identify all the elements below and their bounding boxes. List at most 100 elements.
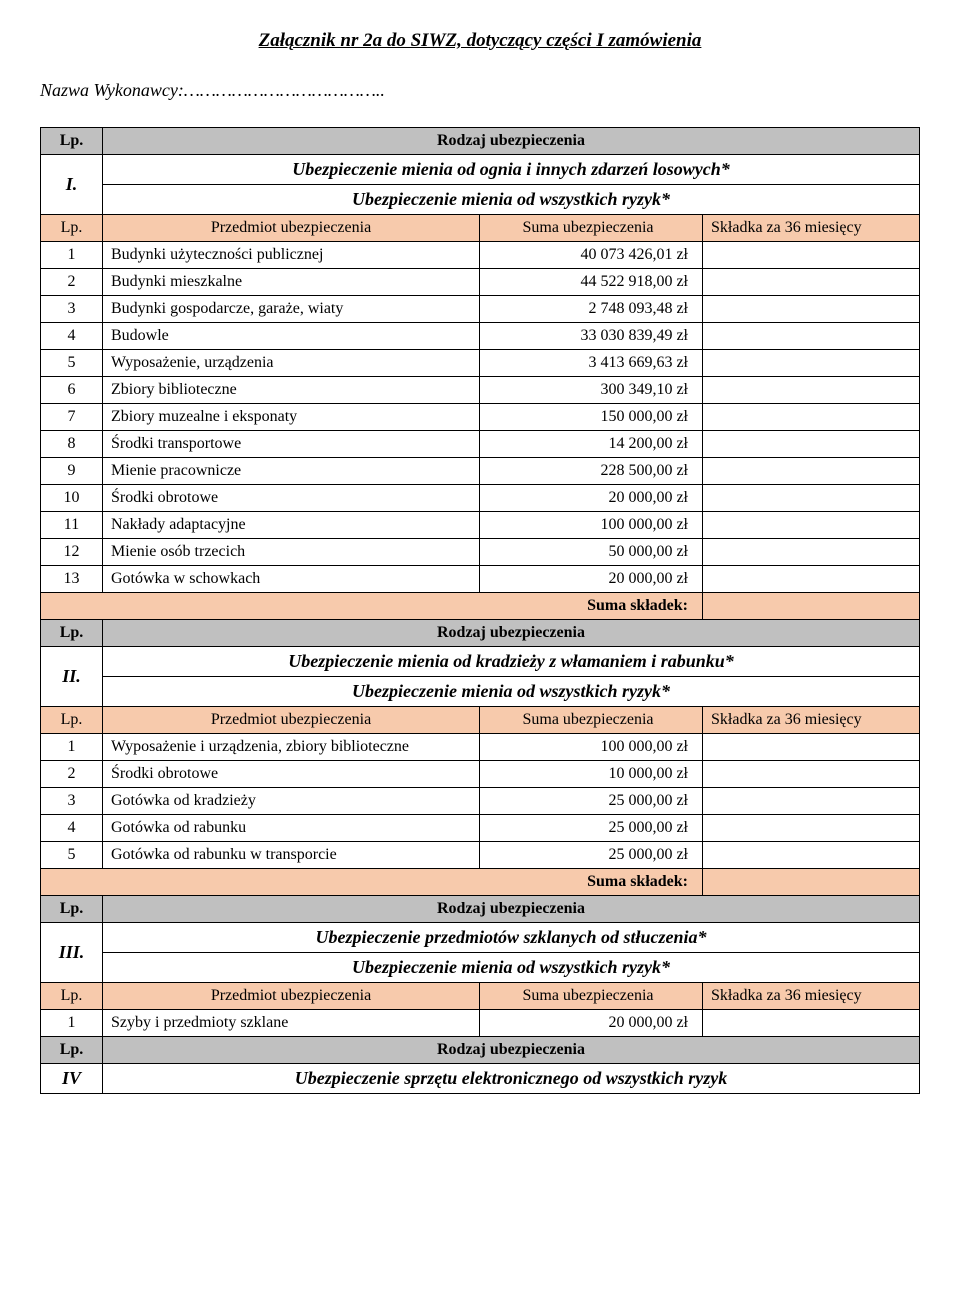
row-num: 3 bbox=[41, 296, 103, 323]
row-skladka bbox=[703, 404, 920, 431]
section-roman: I. bbox=[41, 155, 103, 215]
row-sum: 150 000,00 zł bbox=[480, 404, 703, 431]
sum-row: Suma składek: bbox=[41, 869, 920, 896]
table-row: 3Gotówka od kradzieży25 000,00 zł bbox=[41, 788, 920, 815]
table-row: 9Mienie pracownicze228 500,00 zł bbox=[41, 458, 920, 485]
row-num: 4 bbox=[41, 815, 103, 842]
col-lp: Lp. bbox=[41, 707, 103, 734]
row-num: 1 bbox=[41, 734, 103, 761]
row-skladka bbox=[703, 761, 920, 788]
document-title: Załącznik nr 2a do SIWZ, dotyczący częśc… bbox=[40, 30, 920, 52]
row-sum: 100 000,00 zł bbox=[480, 512, 703, 539]
row-skladka bbox=[703, 842, 920, 869]
row-sum: 25 000,00 zł bbox=[480, 788, 703, 815]
row-num: 12 bbox=[41, 539, 103, 566]
header-rodzaj: Rodzaj ubezpieczenia bbox=[103, 1037, 920, 1064]
row-skladka bbox=[703, 458, 920, 485]
header-row: Lp. Rodzaj ubezpieczenia bbox=[41, 128, 920, 155]
sum-label: Suma składek: bbox=[41, 869, 703, 896]
row-sum: 44 522 918,00 zł bbox=[480, 269, 703, 296]
row-num: 4 bbox=[41, 323, 103, 350]
col-skladka: Składka za 36 miesięcy bbox=[703, 707, 920, 734]
header-lp: Lp. bbox=[41, 620, 103, 647]
row-skladka bbox=[703, 734, 920, 761]
row-sum: 100 000,00 zł bbox=[480, 734, 703, 761]
row-name: Środki obrotowe bbox=[103, 761, 480, 788]
section-heading: III. Ubezpieczenie przedmiotów szklanych… bbox=[41, 923, 920, 953]
table-row: 1Budynki użyteczności publicznej40 073 4… bbox=[41, 242, 920, 269]
row-name: Gotówka od kradzieży bbox=[103, 788, 480, 815]
sum-label: Suma składek: bbox=[41, 593, 703, 620]
row-name: Mienie pracownicze bbox=[103, 458, 480, 485]
header-row: Lp. Rodzaj ubezpieczenia bbox=[41, 1037, 920, 1064]
section-heading-text: Ubezpieczenie mienia od kradzieży z włam… bbox=[103, 647, 920, 677]
row-sum: 20 000,00 zł bbox=[480, 1010, 703, 1037]
row-skladka bbox=[703, 566, 920, 593]
section-roman: III. bbox=[41, 923, 103, 983]
row-skladka bbox=[703, 242, 920, 269]
row-num: 3 bbox=[41, 788, 103, 815]
row-num: 1 bbox=[41, 242, 103, 269]
row-skladka bbox=[703, 269, 920, 296]
row-skladka bbox=[703, 323, 920, 350]
table-row: 8Środki transportowe14 200,00 zł bbox=[41, 431, 920, 458]
section-roman: IV bbox=[41, 1064, 103, 1094]
header-lp: Lp. bbox=[41, 896, 103, 923]
header-rodzaj: Rodzaj ubezpieczenia bbox=[103, 620, 920, 647]
row-sum: 228 500,00 zł bbox=[480, 458, 703, 485]
row-sum: 20 000,00 zł bbox=[480, 566, 703, 593]
row-sum: 2 748 093,48 zł bbox=[480, 296, 703, 323]
row-name: Zbiory biblioteczne bbox=[103, 377, 480, 404]
section-subheading: Ubezpieczenie mienia od wszystkich ryzyk… bbox=[41, 677, 920, 707]
row-num: 6 bbox=[41, 377, 103, 404]
table-row: 1Wyposażenie i urządzenia, zbiory biblio… bbox=[41, 734, 920, 761]
section-heading-text: Ubezpieczenie przedmiotów szklanych od s… bbox=[103, 923, 920, 953]
row-sum: 25 000,00 zł bbox=[480, 842, 703, 869]
table-row: 11Nakłady adaptacyjne100 000,00 zł bbox=[41, 512, 920, 539]
table-row: 4Budowle33 030 839,49 zł bbox=[41, 323, 920, 350]
section-subheading-text: Ubezpieczenie mienia od wszystkich ryzyk… bbox=[103, 953, 920, 983]
row-skladka bbox=[703, 296, 920, 323]
table-row: 1Szyby i przedmioty szklane20 000,00 zł bbox=[41, 1010, 920, 1037]
row-name: Gotówka w schowkach bbox=[103, 566, 480, 593]
col-suma: Suma ubezpieczenia bbox=[480, 707, 703, 734]
header-rodzaj: Rodzaj ubezpieczenia bbox=[103, 896, 920, 923]
col-suma: Suma ubezpieczenia bbox=[480, 983, 703, 1010]
row-name: Zbiory muzealne i eksponaty bbox=[103, 404, 480, 431]
table-row: 10Środki obrotowe20 000,00 zł bbox=[41, 485, 920, 512]
table-row: 3Budynki gospodarcze, garaże, wiaty2 748… bbox=[41, 296, 920, 323]
row-name: Budynki gospodarcze, garaże, wiaty bbox=[103, 296, 480, 323]
row-sum: 3 413 669,63 zł bbox=[480, 350, 703, 377]
row-sum: 40 073 426,01 zł bbox=[480, 242, 703, 269]
row-num: 13 bbox=[41, 566, 103, 593]
col-lp: Lp. bbox=[41, 215, 103, 242]
row-skladka bbox=[703, 815, 920, 842]
row-skladka bbox=[703, 431, 920, 458]
row-sum: 50 000,00 zł bbox=[480, 539, 703, 566]
contractor-label: Nazwa Wykonawcy:……………………………….. bbox=[40, 80, 920, 101]
column-header-row: Lp. Przedmiot ubezpieczenia Suma ubezpie… bbox=[41, 707, 920, 734]
col-przedmiot: Przedmiot ubezpieczenia bbox=[103, 983, 480, 1010]
row-num: 8 bbox=[41, 431, 103, 458]
row-name: Budynki użyteczności publicznej bbox=[103, 242, 480, 269]
section-subheading: Ubezpieczenie mienia od wszystkich ryzyk… bbox=[41, 953, 920, 983]
sum-value bbox=[703, 869, 920, 896]
col-lp: Lp. bbox=[41, 983, 103, 1010]
section-heading: II. Ubezpieczenie mienia od kradzieży z … bbox=[41, 647, 920, 677]
section-heading-text: Ubezpieczenie sprzętu elektronicznego od… bbox=[103, 1064, 920, 1094]
row-name: Budynki mieszkalne bbox=[103, 269, 480, 296]
table-row: 2Środki obrotowe10 000,00 zł bbox=[41, 761, 920, 788]
header-rodzaj: Rodzaj ubezpieczenia bbox=[103, 128, 920, 155]
row-name: Środki transportowe bbox=[103, 431, 480, 458]
row-sum: 14 200,00 zł bbox=[480, 431, 703, 458]
table-row: 2Budynki mieszkalne44 522 918,00 zł bbox=[41, 269, 920, 296]
table-row: 5Gotówka od rabunku w transporcie25 000,… bbox=[41, 842, 920, 869]
row-skladka bbox=[703, 512, 920, 539]
row-skladka bbox=[703, 377, 920, 404]
header-row: Lp. Rodzaj ubezpieczenia bbox=[41, 620, 920, 647]
row-num: 10 bbox=[41, 485, 103, 512]
section-heading-text: Ubezpieczenie mienia od ognia i innych z… bbox=[103, 155, 920, 185]
col-skladka: Składka za 36 miesięcy bbox=[703, 215, 920, 242]
col-przedmiot: Przedmiot ubezpieczenia bbox=[103, 707, 480, 734]
row-num: 2 bbox=[41, 269, 103, 296]
